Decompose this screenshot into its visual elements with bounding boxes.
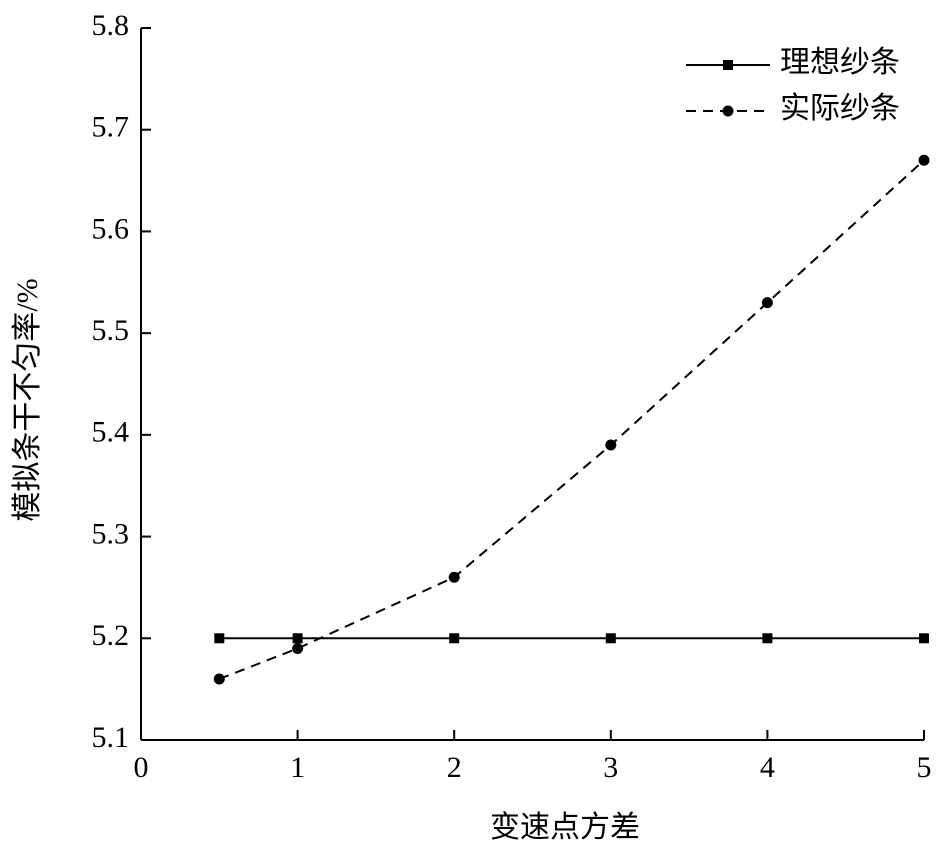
data-point <box>605 633 616 644</box>
y-tick-label: 5.7 <box>92 111 130 144</box>
x-tick-label: 5 <box>917 751 932 784</box>
y-tick-label: 5.6 <box>92 212 130 245</box>
legend-label: 实际纱条 <box>780 92 900 125</box>
legend-marker <box>723 60 733 70</box>
data-point <box>919 633 929 644</box>
data-point <box>449 633 460 644</box>
data-point <box>605 439 617 451</box>
data-point <box>448 571 460 583</box>
y-tick-label: 5.2 <box>92 619 130 652</box>
x-tick-label: 2 <box>447 751 462 784</box>
x-tick-label: 1 <box>290 751 305 784</box>
data-point <box>762 633 773 644</box>
x-axis-label: 变速点方差 <box>490 811 640 844</box>
data-point <box>214 633 225 644</box>
data-point <box>213 673 225 685</box>
y-tick-label: 5.3 <box>92 517 130 550</box>
y-axis-label: 模拟条干不匀率/% <box>11 278 44 521</box>
series-line <box>218 159 925 680</box>
data-point <box>292 642 304 654</box>
x-tick-label: 0 <box>134 751 149 784</box>
y-tick-label: 5.4 <box>92 416 130 449</box>
x-tick-label: 3 <box>603 751 618 784</box>
y-tick-label: 5.1 <box>92 721 130 754</box>
legend-marker <box>722 105 734 117</box>
legend-label: 理想纱条 <box>780 46 900 79</box>
data-point <box>292 633 303 644</box>
y-tick-label: 5.5 <box>92 314 130 347</box>
data-point <box>918 154 930 166</box>
data-point <box>761 297 773 309</box>
x-tick-label: 4 <box>760 751 775 784</box>
y-tick-label: 5.8 <box>92 9 130 42</box>
